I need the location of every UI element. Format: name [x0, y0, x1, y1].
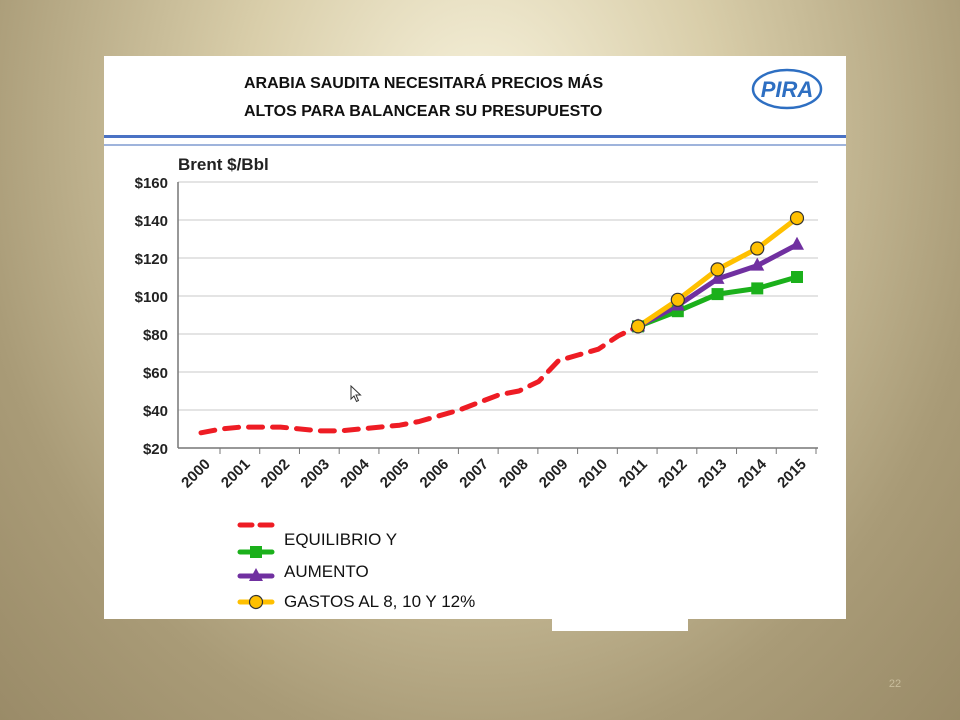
- slide-number: 22: [888, 678, 902, 690]
- x-tick-label: 2004: [337, 455, 373, 491]
- y-tick-label: $60: [143, 365, 168, 382]
- slide-title-line-2: ALTOS PARA BALANCEAR SU PRESUPUESTO: [244, 103, 603, 120]
- logo-ellipse: [751, 68, 823, 110]
- x-tick-label: 2009: [536, 456, 572, 492]
- y-tick-label: $140: [135, 213, 168, 230]
- x-tick-label: 2002: [258, 456, 294, 492]
- data-point-circle: [710, 262, 725, 277]
- x-tick-label: 2015: [774, 456, 810, 492]
- legend-label-2: AUMENTO: [284, 562, 369, 581]
- slide-title-line-1: ARABIA SAUDITA NECESITARÁ PRECIOS MÁS: [244, 75, 604, 92]
- y-axis-label: Brent $/Bbl: [178, 155, 269, 174]
- x-tick-label: 2006: [417, 456, 453, 492]
- x-tick-label: 2007: [456, 456, 492, 492]
- data-point-circle: [789, 211, 805, 226]
- x-tick-label: 2003: [297, 456, 333, 492]
- series-line-2: [635, 274, 800, 329]
- data-point-square: [751, 282, 764, 295]
- legend-label-1: EQUILIBRIO Y: [284, 530, 398, 549]
- x-tick-label: 2010: [576, 456, 612, 492]
- mouse-cursor-icon: [350, 385, 362, 403]
- data-point-triangle: [750, 257, 765, 271]
- data-point-circle: [750, 241, 765, 256]
- data-point-triangle: [249, 568, 263, 581]
- header-rule: [104, 135, 846, 138]
- x-tick-label: 2013: [695, 456, 731, 492]
- data-point-circle: [248, 594, 264, 610]
- header-rule-thin: [104, 144, 846, 146]
- data-point-square: [791, 271, 803, 283]
- white-patch: [552, 600, 688, 631]
- y-tick-label: $20: [143, 441, 168, 458]
- x-tick-labels: 2000 2001 2002 2003 2004 2005 2006 2007 2008 2009…: [178, 455, 810, 491]
- legend-swatches: [237, 522, 275, 610]
- legend-label-3: GASTOS AL 8, 10 Y 12%: [284, 592, 476, 611]
- x-tick-label: 2008: [496, 456, 532, 492]
- data-point-square: [711, 288, 724, 301]
- x-tick-label: 2014: [734, 455, 770, 491]
- logo-text: PIRA: [761, 77, 814, 102]
- series-lines: [198, 215, 800, 436]
- slide-card: [104, 56, 846, 619]
- data-point-circle: [630, 319, 646, 334]
- data-point-square: [250, 546, 262, 558]
- y-tick-label: $80: [143, 327, 168, 344]
- y-tick-labels: $20 $40 $60 $80 $100 $120 $140 $160: [135, 175, 168, 458]
- series-markers: [630, 211, 805, 334]
- x-tick-label: 2011: [616, 456, 651, 491]
- y-tick-label: $40: [143, 403, 168, 420]
- series-line-1: [198, 323, 641, 436]
- y-tick-label: $100: [135, 289, 168, 306]
- y-tick-label: $160: [135, 175, 168, 192]
- x-tick-label: 2012: [655, 456, 691, 492]
- data-point-triangle: [710, 270, 725, 284]
- x-tick-label: 2000: [178, 456, 214, 492]
- data-point-circle: [670, 292, 685, 307]
- y-tick-label: $120: [135, 251, 168, 268]
- x-tick-label: 2005: [377, 456, 413, 492]
- data-point-triangle: [790, 236, 804, 250]
- x-tick-label: 2001: [218, 456, 254, 492]
- gridlines: [177, 181, 818, 454]
- pira-logo: PIRA: [751, 68, 823, 110]
